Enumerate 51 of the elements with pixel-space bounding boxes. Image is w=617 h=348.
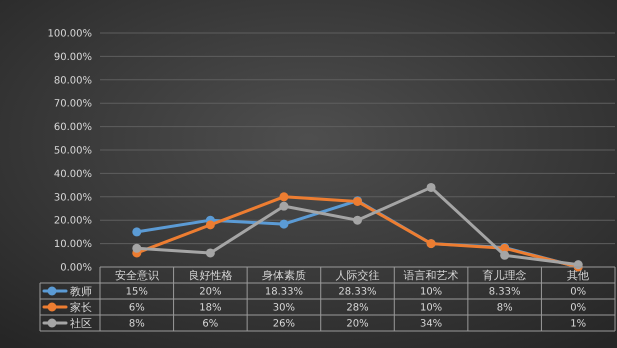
data-label: 28% [346,302,369,314]
data-label: 26% [272,318,296,330]
data-label: 8% [128,318,145,330]
data-label: 10% [420,302,442,314]
data-label: 8% [496,302,513,314]
data-label: 28.33% [338,286,377,298]
data-label: 15% [126,286,148,298]
point [206,248,215,258]
x-tick-label: 其他 [567,268,590,282]
point [500,250,510,260]
point [279,220,288,229]
y-tick-label: 90.00% [54,52,92,63]
legend-label: 社区 [70,316,92,330]
x-tick-label: 语言和艺术 [404,268,459,282]
point [132,244,142,253]
y-tick-label: 0.00% [60,262,92,274]
data-label: 30% [272,302,296,314]
data-label: 10% [420,286,442,298]
data-label: 18.33% [264,286,303,298]
y-tick-label: 100.00% [48,28,92,40]
y-tick-label: 10.00% [54,239,92,250]
data-label: 6% [202,318,218,330]
point [353,216,362,225]
data-label: 0% [570,286,586,298]
y-tick-label: 40.00% [54,168,92,180]
y-tick-label: 30.00% [54,192,92,204]
point [279,192,288,202]
point [206,220,215,230]
data-label: 6% [128,302,145,314]
data-label: 1% [570,318,586,330]
x-tick-label: 身体素质 [262,268,306,282]
data-label: 20% [199,286,222,298]
y-tick-label: 50.00% [54,146,92,156]
y-tick-label: 60.00% [54,122,92,134]
y-tick-label: 80.00% [54,75,92,86]
point [426,182,436,192]
data-label: 34% [420,318,442,330]
y-tick-label: 70.00% [54,98,92,110]
y-tick-label: 20.00% [54,216,92,227]
data-label: 8.33% [488,286,521,298]
x-tick-label: 育儿理念 [482,268,527,282]
data-label: 20% [346,318,369,330]
legend-label: 教师 [70,284,92,298]
point [279,202,288,211]
data-label: 0% [570,302,586,314]
x-tick-label: 安全意识 [114,268,159,282]
data-label: 18% [199,302,222,314]
legend-label: 家长 [70,300,92,314]
x-tick-label: 人际交往 [336,268,380,282]
x-tick-label: 良好性格 [188,268,232,282]
point [132,227,142,236]
